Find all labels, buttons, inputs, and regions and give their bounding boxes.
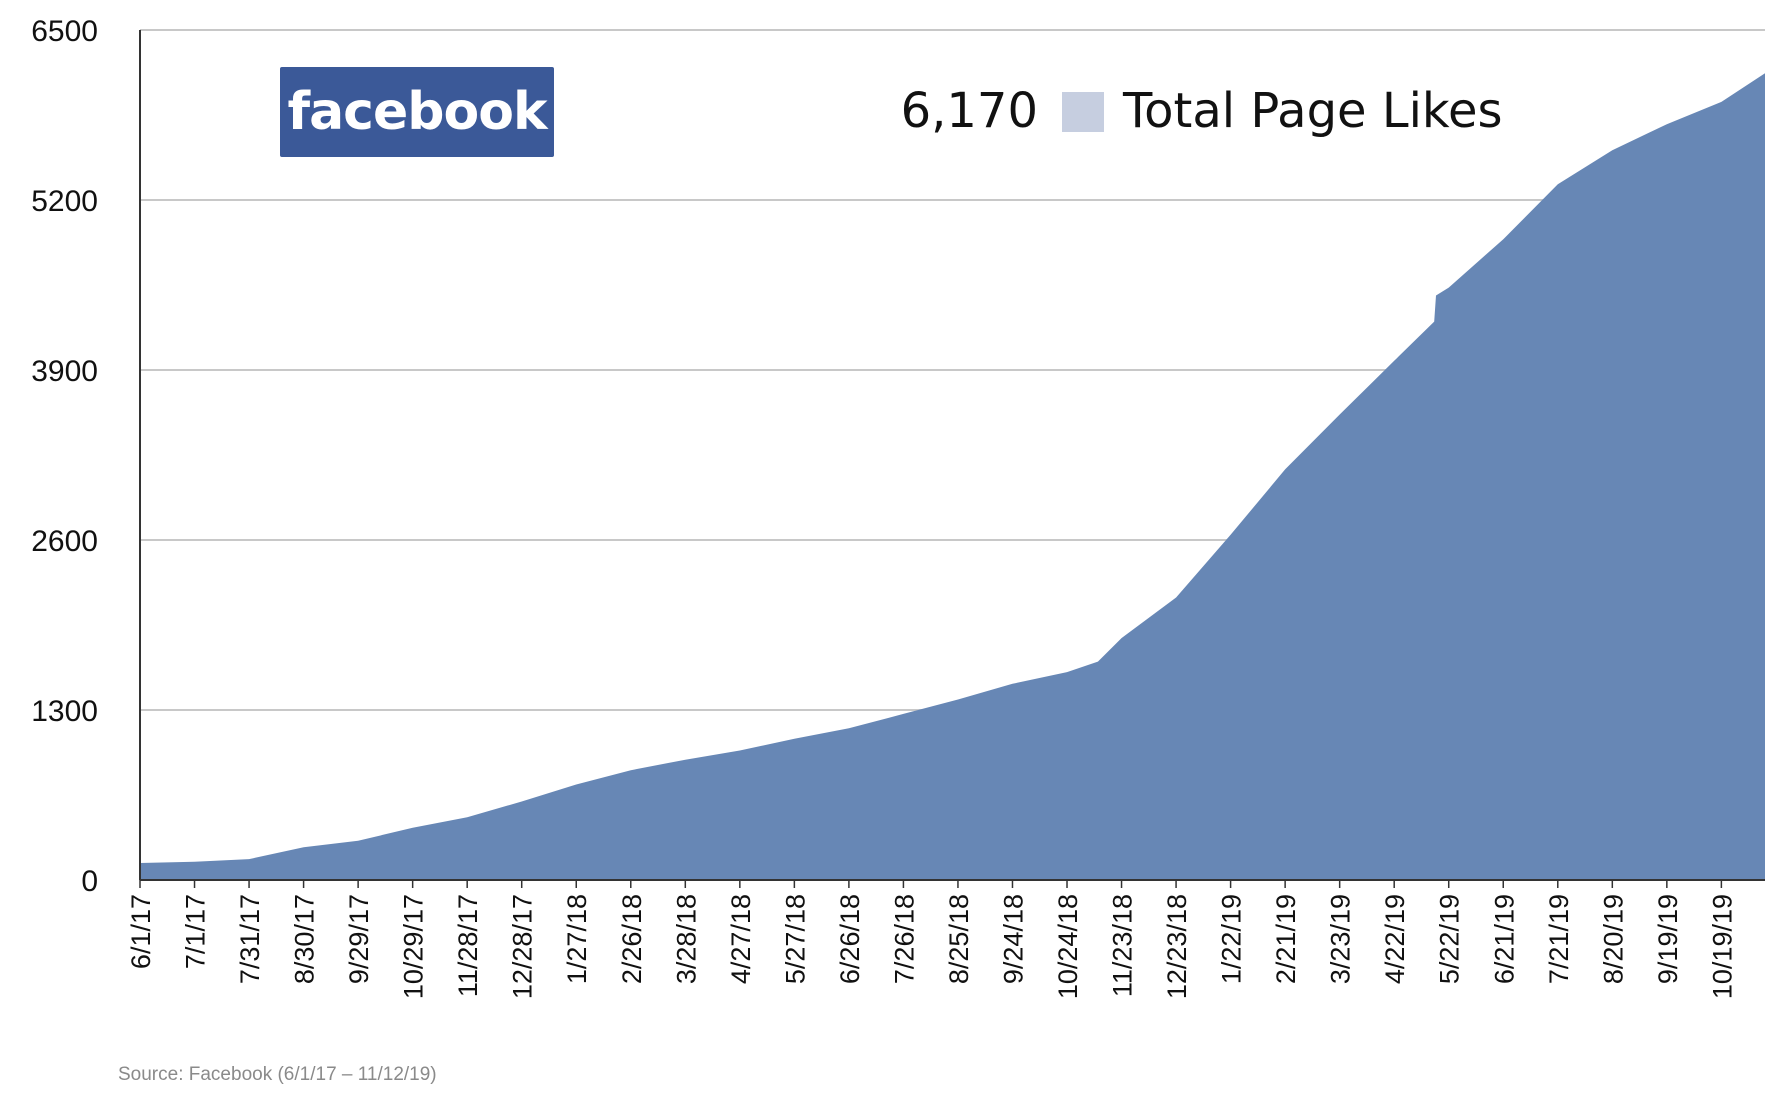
x-tick-label: 7/26/18 (889, 894, 919, 984)
x-tick-label: 7/1/17 (181, 894, 211, 969)
x-tick-label: 3/28/18 (671, 894, 701, 984)
x-tick-label: 2/21/19 (1271, 894, 1301, 984)
x-tick-label: 4/22/19 (1380, 894, 1410, 984)
y-tick-label: 1300 (31, 695, 98, 728)
x-tick-label: 10/19/19 (1707, 894, 1737, 999)
x-tick-label: 1/22/19 (1217, 894, 1247, 984)
x-tick-label: 7/31/17 (235, 894, 265, 984)
x-tick-label: 5/22/19 (1435, 894, 1465, 984)
x-tick-label: 12/23/18 (1162, 894, 1192, 999)
y-tick-labels: 0 1300 2600 3900 5200 6500 (31, 15, 98, 898)
x-tick-label: 11/23/18 (1108, 894, 1138, 997)
x-tick-label: 6/1/17 (126, 894, 156, 969)
y-tick-label: 3900 (31, 355, 98, 388)
x-tick-label: 3/23/19 (1326, 894, 1356, 984)
y-tick-label: 6500 (31, 15, 98, 48)
x-tick-label: 5/27/18 (780, 894, 810, 984)
x-tick-label: 11/28/17 (453, 894, 483, 997)
source-note: Source: Facebook (6/1/17 – 11/12/19) (118, 1064, 437, 1085)
y-tick-label: 2600 (31, 525, 98, 558)
x-tick-label: 10/29/17 (399, 894, 429, 999)
legend-swatch (1062, 92, 1104, 132)
x-tick-label: 8/20/19 (1598, 894, 1628, 984)
x-tick-label: 4/27/18 (726, 894, 756, 984)
x-tick-label: 2/26/18 (617, 894, 647, 984)
legend: 6,170 Total Page Likes (901, 83, 1503, 139)
x-tick-label: 1/27/18 (562, 894, 592, 984)
total-page-likes-area (140, 73, 1765, 880)
facebook-logo-text: facebook (287, 82, 548, 142)
facebook-logo: facebook (280, 67, 554, 157)
x-tick-label: 9/24/18 (998, 894, 1028, 984)
facebook-logo-background (280, 67, 554, 157)
x-tick-label: 10/24/18 (1053, 894, 1083, 999)
x-tick-label: 9/19/19 (1653, 894, 1683, 984)
x-tick-labels: 6/1/17 7/1/17 7/31/17 8/30/17 9/29/17 10/29/1… (126, 880, 1737, 999)
legend-total-value: 6,170 (901, 83, 1038, 139)
x-tick-label: 12/28/17 (508, 894, 538, 999)
y-tick-label: 0 (81, 865, 98, 898)
x-tick-label: 7/21/19 (1544, 894, 1574, 984)
legend-series-label: Total Page Likes (1122, 83, 1503, 139)
x-tick-label: 6/26/18 (835, 894, 865, 984)
x-tick-label: 9/29/17 (344, 894, 374, 984)
y-tick-label: 5200 (31, 185, 98, 218)
x-tick-label: 8/30/17 (290, 894, 320, 984)
x-tick-label: 6/21/19 (1489, 894, 1519, 984)
x-tick-label: 8/25/18 (944, 894, 974, 984)
